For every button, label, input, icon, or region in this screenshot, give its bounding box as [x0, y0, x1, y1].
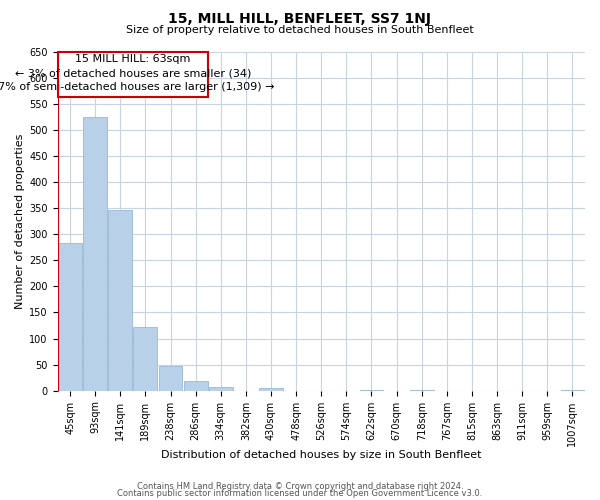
Bar — [259, 388, 283, 390]
Bar — [184, 381, 208, 390]
Bar — [83, 116, 107, 390]
Text: Contains public sector information licensed under the Open Government Licence v3: Contains public sector information licen… — [118, 488, 482, 498]
Bar — [158, 366, 182, 390]
Bar — [58, 52, 208, 98]
Text: Contains HM Land Registry data © Crown copyright and database right 2024.: Contains HM Land Registry data © Crown c… — [137, 482, 463, 491]
Bar — [133, 327, 157, 390]
Text: ← 3% of detached houses are smaller (34): ← 3% of detached houses are smaller (34) — [14, 68, 251, 78]
Text: 15 MILL HILL: 63sqm: 15 MILL HILL: 63sqm — [75, 54, 191, 64]
Bar — [109, 210, 132, 390]
X-axis label: Distribution of detached houses by size in South Benfleet: Distribution of detached houses by size … — [161, 450, 482, 460]
Bar — [209, 386, 233, 390]
Text: 15, MILL HILL, BENFLEET, SS7 1NJ: 15, MILL HILL, BENFLEET, SS7 1NJ — [169, 12, 431, 26]
Text: 97% of semi-detached houses are larger (1,309) →: 97% of semi-detached houses are larger (… — [0, 82, 275, 92]
Y-axis label: Number of detached properties: Number of detached properties — [15, 134, 25, 309]
Text: Size of property relative to detached houses in South Benfleet: Size of property relative to detached ho… — [126, 25, 474, 35]
Bar — [58, 243, 82, 390]
